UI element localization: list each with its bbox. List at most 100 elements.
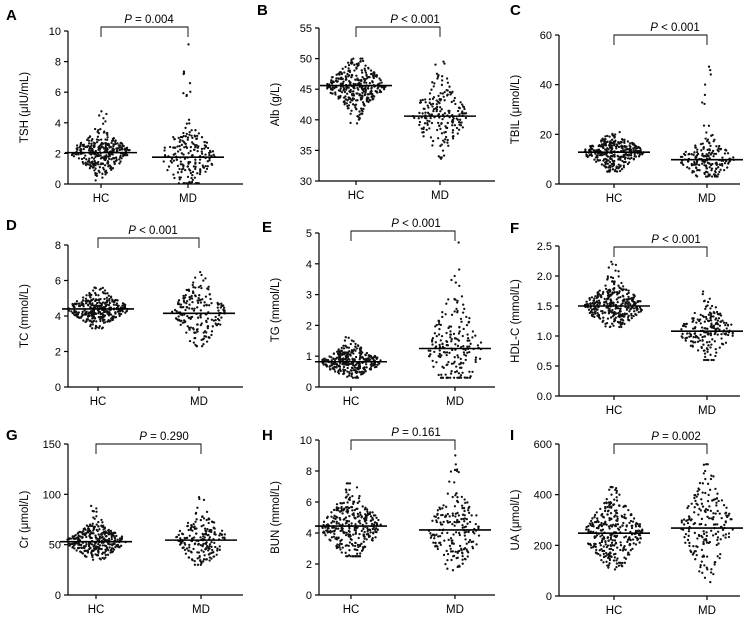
data-point [91, 323, 94, 326]
data-point [716, 509, 719, 513]
data-point [103, 314, 106, 317]
data-point [346, 355, 350, 358]
data-point [98, 304, 101, 307]
data-point [183, 296, 187, 299]
data-point [442, 154, 446, 157]
data-point [618, 315, 621, 319]
data-point [215, 324, 219, 327]
data-point [342, 344, 345, 347]
data-point [377, 518, 380, 522]
data-point [362, 90, 366, 93]
x-category-label: HC [93, 193, 110, 205]
data-point [631, 547, 634, 550]
data-point [197, 132, 200, 135]
data-point [436, 509, 440, 512]
data-point [199, 270, 202, 274]
data-point [355, 74, 358, 77]
data-point [428, 101, 431, 104]
data-point [603, 301, 606, 304]
data-point [344, 551, 347, 554]
data-point [185, 93, 188, 97]
data-point [619, 165, 622, 168]
data-point [458, 363, 461, 366]
data-point [638, 153, 642, 156]
data-point [341, 529, 344, 532]
data-point [432, 109, 435, 113]
data-point [347, 357, 350, 361]
data-point [323, 531, 326, 535]
data-point [695, 502, 698, 505]
data-point [712, 515, 715, 519]
data-point [208, 529, 211, 533]
data-point [704, 307, 707, 311]
data-point [330, 79, 333, 82]
data-point [639, 300, 642, 303]
data-point [193, 134, 196, 137]
data-point [584, 528, 588, 531]
data-point [347, 61, 350, 64]
data-point [616, 527, 620, 530]
data-point [599, 544, 602, 547]
data-point [366, 87, 370, 90]
data-point [699, 143, 703, 146]
data-point [707, 344, 710, 347]
data-point [606, 294, 610, 297]
data-point [463, 353, 466, 356]
data-point [617, 296, 620, 299]
data-point [435, 323, 438, 327]
data-point [622, 521, 625, 525]
data-point [376, 528, 379, 531]
data-point [712, 475, 715, 478]
data-point [344, 65, 347, 69]
data-point [597, 299, 601, 302]
data-point [585, 300, 588, 303]
data-point [435, 533, 438, 536]
data-point [346, 501, 349, 504]
data-point [90, 303, 93, 307]
data-point [109, 549, 113, 552]
data-point [438, 343, 441, 347]
data-point [121, 310, 124, 313]
data-point [631, 538, 635, 541]
data-point [632, 147, 635, 150]
significance-bracket [613, 443, 708, 454]
data-point [622, 164, 625, 167]
data-point [438, 102, 441, 105]
data-point [98, 288, 101, 291]
data-point [195, 532, 198, 535]
data-point [91, 509, 94, 513]
data-point [367, 354, 371, 357]
data-point [633, 152, 636, 156]
data-point [466, 501, 469, 504]
data-point [104, 148, 107, 152]
data-point [618, 325, 621, 329]
data-point [356, 501, 359, 505]
data-point [619, 296, 622, 299]
x-category-label: HC [348, 190, 365, 202]
data-point [199, 298, 202, 302]
data-point [198, 555, 201, 558]
data-point [196, 330, 199, 333]
data-point [601, 139, 604, 142]
data-point [98, 166, 102, 169]
data-point [619, 141, 622, 144]
data-point [626, 162, 630, 166]
data-point [608, 502, 611, 506]
data-point [367, 356, 370, 360]
data-point [641, 153, 644, 156]
data-point [88, 135, 92, 138]
data-point [100, 316, 103, 319]
data-point [357, 497, 361, 500]
data-point [99, 163, 103, 166]
data-point [615, 143, 619, 146]
y-axis-title: TSH (μIU/mL) [19, 72, 31, 143]
data-point [689, 334, 693, 338]
data-point [200, 525, 203, 528]
data-point [714, 354, 717, 358]
data-point [429, 349, 432, 352]
data-point [102, 131, 106, 134]
x-category-label: HC [88, 604, 105, 616]
data-point [220, 533, 224, 537]
data-point [339, 548, 342, 551]
